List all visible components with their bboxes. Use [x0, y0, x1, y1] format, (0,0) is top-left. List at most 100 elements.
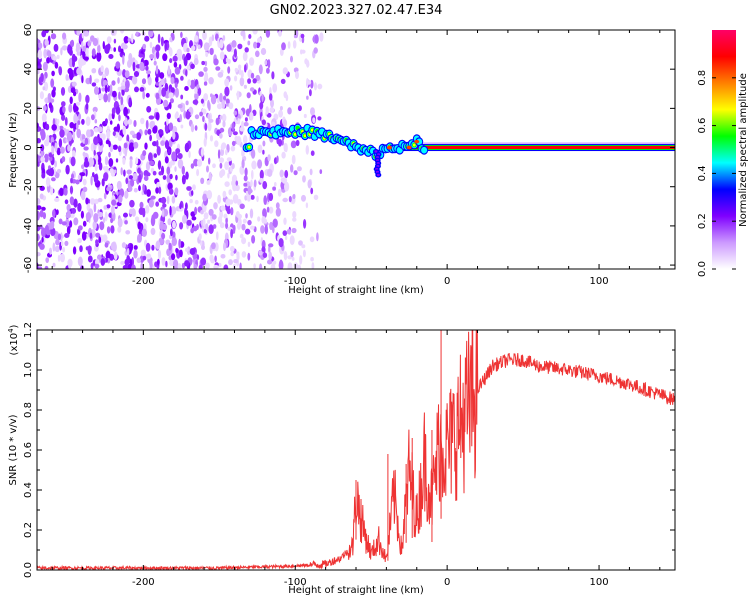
spectrogram-noise-cell — [259, 90, 262, 97]
spectrogram-noise-cell — [206, 165, 209, 173]
spectrogram-noise-cell — [139, 61, 145, 71]
spectrogram-noise-cell — [296, 166, 302, 172]
spectrogram-noise-cell — [81, 231, 87, 241]
signal-spur-cell — [376, 173, 380, 177]
spectrogram-noise-cell — [98, 236, 102, 244]
spectrogram-noise-cell — [108, 158, 114, 167]
spectrogram-noise-cell — [208, 224, 214, 235]
spectrogram-noise-cell — [77, 202, 82, 212]
spectrogram-noise-cell — [106, 36, 112, 44]
spectrogram-noise-cell — [140, 117, 145, 125]
spectrogram-noise-cell — [243, 182, 248, 187]
spectrogram-noise-cell — [208, 171, 212, 182]
spectrogram-noise-cell — [193, 263, 198, 269]
spectrogram-noise-cell — [219, 170, 224, 178]
spectrogram-noise-cell — [54, 245, 60, 253]
spectrogram-noise-cell — [146, 106, 152, 113]
figure-title: GN02.2023.327.02.47.E34 — [270, 3, 443, 18]
spectrogram-noise-cell — [194, 92, 199, 101]
spectrogram-noise-cell — [194, 125, 198, 131]
spectrogram-noise-cell — [162, 175, 167, 180]
spectrogram-noise-cell — [42, 86, 46, 91]
spectrogram-noise-cell — [291, 154, 296, 165]
spectrogram-noise-cell — [102, 217, 106, 224]
spectrogram-noise-cell — [292, 211, 297, 219]
spectrogram-noise-cell — [292, 40, 297, 49]
spectrogram-noise-cell — [165, 239, 171, 245]
spectrogram-noise-cell — [128, 175, 133, 180]
spectrogram-noise-cell — [37, 205, 42, 210]
spectrogram-noise-cell — [208, 118, 214, 123]
spectrogram-noise-cell — [257, 159, 263, 169]
spectrogram-noise-cell — [220, 253, 226, 259]
snr-x-tick-label: -100 — [284, 577, 307, 588]
spectrogram-noise-cell — [143, 175, 149, 181]
spectrogram-noise-cell — [76, 128, 81, 139]
spectrogram-noise-cell — [112, 90, 117, 98]
spectrogram-noise-cell — [186, 47, 190, 53]
spectrogram-noise — [37, 30, 324, 269]
spectrogram-noise-cell — [85, 212, 91, 221]
spectrogram-noise-cell — [172, 259, 179, 269]
spectrogram-noise-cell — [89, 198, 96, 205]
spectrogram-noise-cell — [118, 194, 123, 204]
spectrogram-noise-cell — [261, 246, 266, 254]
spectrogram-noise-cell — [184, 142, 190, 153]
spectrogram-noise-cell — [208, 36, 213, 47]
spectrogram-noise-cell — [146, 189, 152, 197]
spectrogram-noise-cell — [303, 219, 307, 229]
snr-y-label: SNR (10 * v/v) — [8, 414, 19, 485]
spectrogram-noise-cell — [224, 86, 230, 97]
spectrogram-noise-cell — [198, 233, 202, 241]
carrier-band-inner — [401, 146, 675, 150]
spectrogram-noise-cell — [60, 47, 63, 56]
spectrogram-noise-cell — [68, 103, 73, 113]
spectrogram-noise-cell — [149, 261, 153, 269]
spectrogram-noise-cell — [54, 142, 58, 153]
spectrogram-noise-cell — [71, 207, 77, 214]
spectrogram-noise-cell — [52, 242, 56, 252]
spectrogram-noise-cell — [186, 186, 192, 191]
spectrogram-noise-cell — [104, 211, 108, 222]
spectrogram-noise-cell — [157, 160, 162, 170]
spectrogram-noise-cell — [292, 193, 296, 200]
signal-spur-cell — [374, 150, 378, 153]
spectrogram-noise-cell — [39, 193, 44, 200]
spectrogram-noise-cell — [310, 257, 314, 262]
spectrogram-noise-cell — [278, 260, 284, 269]
spectrogram-noise-cell — [189, 79, 196, 90]
spectrogram-noise-cell — [171, 151, 177, 162]
spectrogram-noise-cell — [183, 110, 187, 119]
spectrogram-x-tick-label: 0 — [444, 276, 450, 287]
spectrogram-noise-cell — [113, 47, 116, 52]
spectrogram-noise-cell — [191, 45, 196, 51]
spectrogram-noise-cell — [61, 156, 66, 163]
spectrogram-noise-cell — [140, 249, 146, 257]
spectrogram-noise-cell — [170, 206, 177, 215]
snr-x-tick-label: 0 — [444, 577, 450, 588]
spectrogram-noise-cell — [287, 107, 292, 115]
spectrogram-noise-cell — [120, 85, 126, 90]
spectrogram-noise-cell — [274, 182, 277, 187]
spectrogram-noise-cell — [219, 51, 225, 60]
spectrogram-noise-cell — [91, 82, 97, 87]
spectrogram-noise-cell — [150, 195, 156, 200]
spectrogram-noise-cell — [77, 120, 81, 125]
signal-track-cell — [303, 134, 307, 138]
spectrogram-noise-cell — [227, 66, 231, 74]
spectrogram-noise-cell — [47, 93, 52, 101]
spectrogram-noise-cell — [228, 102, 234, 110]
spectrogram-noise-cell — [40, 72, 44, 83]
spectrogram-noise-cell — [78, 225, 83, 231]
spectrogram-noise-cell — [76, 67, 82, 76]
spectrogram-noise-cell — [207, 113, 211, 120]
spectrogram-noise-cell — [188, 150, 191, 159]
spectrogram-noise-cell — [247, 219, 252, 226]
spectrogram-noise-cell — [59, 129, 65, 138]
spectrogram-noise-cell — [100, 258, 106, 266]
spectrogram-noise-cell — [155, 50, 160, 60]
spectrogram-noise-cell — [171, 195, 176, 204]
snr-y-tick-label: 0.2 — [23, 522, 34, 538]
spectrogram-noise-cell — [148, 30, 154, 38]
